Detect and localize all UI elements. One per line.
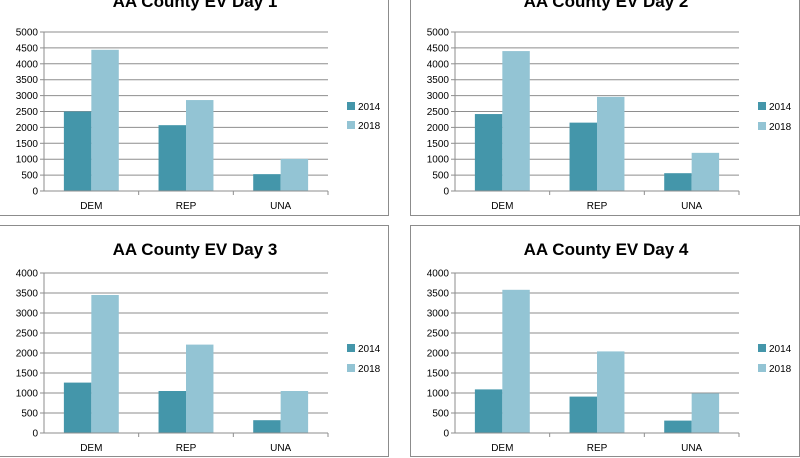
bar-2014-DEM [474,389,503,433]
chart-panel-day-2: AA County EV Day 2 0 500 1000 1500 2000 2500 30… [410,0,800,216]
chart-svg: AA County EV Day 4 0 500 1000 1500 2000 2500 30… [427,240,792,454]
legend-label: 2014 [769,102,792,113]
chart-panel-day-3: AA County EV Day 3 0 500 1000 1500 2000 2500 30… [0,225,389,457]
bar-2014-DEM [63,382,92,433]
y-tick-label: 3000 [427,309,450,320]
y-tick-label: 1500 [427,139,450,150]
bar-2014-UNA [664,420,692,433]
bar-2018-UNA [691,393,720,433]
y-tick-label: 2500 [16,107,39,118]
legend-swatch-2018 [758,122,766,130]
y-tick-label: 2500 [16,329,39,340]
bar-2018-DEM [91,49,119,191]
y-tick-label: 5000 [427,28,450,39]
y-tick-label: 5000 [16,28,39,39]
bar-2018-REP [186,100,214,191]
bar-2018-UNA [280,158,309,191]
y-tick-label: 0 [443,429,449,440]
bar-2018-DEM [502,289,530,433]
bar-2018-REP [186,344,214,433]
legend-swatch-2014 [758,102,766,110]
y-tick-label: 4000 [427,59,450,70]
y-tick-label: 3500 [427,289,450,300]
y-tick-label: 4500 [427,43,450,54]
chart-title: AA County EV Day 3 [113,240,278,259]
y-tick-label: 4000 [16,59,39,70]
y-tick-label: 4000 [16,269,39,280]
legend-label: 2018 [769,364,792,375]
y-tick-label: 1000 [427,389,450,400]
y-tick-label: 4000 [427,269,450,280]
legend-label: 2018 [358,121,381,132]
chart-panel-day-1: AA County EV Day 1 0 500 1000 1500 2000 2500 30… [0,0,389,216]
y-tick-label: 1500 [427,369,450,380]
x-category-label: DEM [80,201,102,212]
bar-2018-UNA [691,152,720,191]
legend-swatch-2018 [347,121,355,129]
bar-2018-REP [597,96,625,191]
bar-2014-UNA [664,173,692,191]
y-tick-label: 2000 [427,349,450,360]
legend-swatch-2014 [758,344,766,352]
y-tick-label: 3500 [16,289,39,300]
bar-2014-UNA [253,420,281,433]
legend-label: 2014 [358,344,381,355]
y-tick-label: 1500 [16,369,39,380]
y-tick-label: 0 [32,187,38,198]
y-tick-label: 1000 [16,155,39,166]
bar-2014-DEM [474,114,503,191]
x-category-label: REP [176,201,197,212]
chart-title: AA County EV Day 4 [524,240,689,259]
y-tick-label: 3000 [427,91,450,102]
bar-2018-DEM [91,295,119,433]
legend-swatch-2014 [347,102,355,110]
y-tick-label: 3500 [427,75,450,86]
y-tick-label: 1000 [16,389,39,400]
y-tick-label: 1500 [16,139,39,150]
legend-label: 2018 [358,364,381,375]
y-tick-label: 3000 [16,309,39,320]
y-tick-label: 0 [32,429,38,440]
bar-2014-REP [569,122,597,191]
bar-2014-REP [158,125,186,191]
bar-2014-REP [158,391,186,433]
bar-2014-UNA [253,174,281,191]
x-category-label: DEM [491,201,513,212]
x-category-label: UNA [681,201,702,212]
legend-swatch-2014 [347,344,355,352]
legend-label: 2018 [769,122,792,133]
y-tick-label: 2500 [427,107,450,118]
y-tick-label: 4500 [16,43,39,54]
y-tick-label: 500 [21,409,38,420]
bar-2014-DEM [63,111,92,191]
y-tick-label: 500 [21,171,38,182]
y-tick-label: 1000 [427,155,450,166]
y-tick-label: 2500 [427,329,450,340]
y-tick-label: 2000 [427,123,450,134]
chart-svg: AA County EV Day 1 0 500 1000 1500 2000 2500 30… [16,0,381,212]
legend-swatch-2018 [758,364,766,372]
y-tick-label: 2000 [16,349,39,360]
y-tick-label: 500 [432,171,449,182]
bar-2018-UNA [280,391,309,433]
chart-svg: AA County EV Day 2 0 500 1000 1500 2000 2500 30… [427,0,792,212]
chart-panel-day-4: AA County EV Day 4 0 500 1000 1500 2000 2500 30… [410,225,800,457]
y-tick-label: 0 [443,187,449,198]
legend-label: 2014 [769,344,792,355]
chart-title: AA County EV Day 1 [113,0,278,11]
y-tick-label: 500 [432,409,449,420]
legend-swatch-2018 [347,364,355,372]
chart-svg: AA County EV Day 3 0 500 1000 1500 2000 2500 30… [16,240,381,454]
y-tick-label: 3000 [16,91,39,102]
bar-2018-DEM [502,51,530,191]
bar-2014-REP [569,396,597,433]
y-tick-label: 2000 [16,123,39,134]
y-tick-label: 3500 [16,75,39,86]
x-category-label: UNA [270,201,291,212]
legend-label: 2014 [358,102,381,113]
x-category-label: REP [587,201,608,212]
chart-title: AA County EV Day 2 [524,0,689,11]
bar-2018-REP [597,351,625,433]
